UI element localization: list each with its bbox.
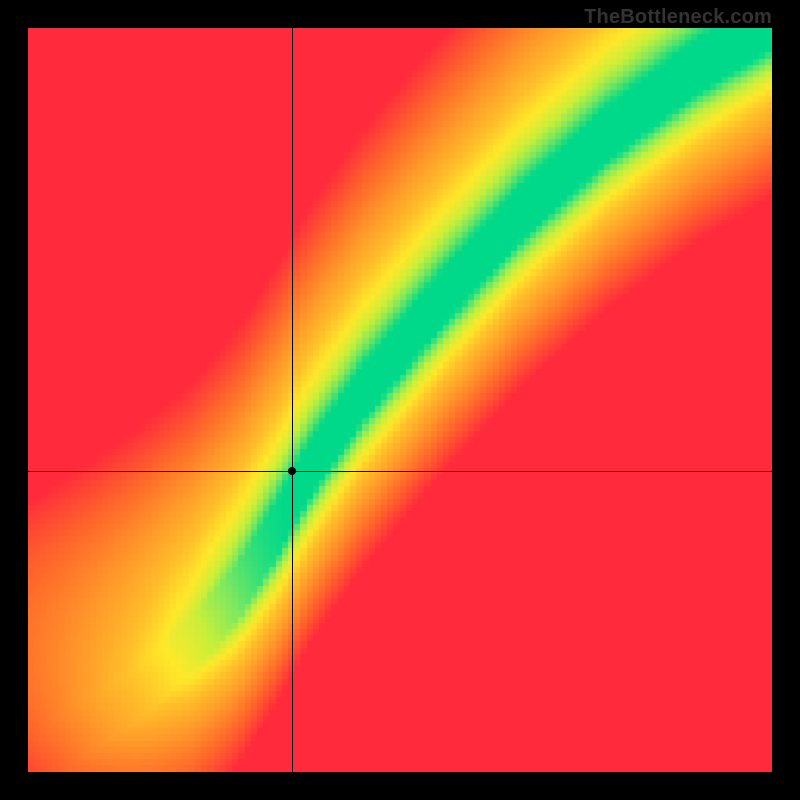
- heatmap-plot: [28, 28, 772, 772]
- crosshair-vertical: [292, 28, 293, 772]
- crosshair-horizontal: [28, 471, 772, 472]
- watermark-text: TheBottleneck.com: [584, 6, 772, 29]
- data-point-marker: [288, 467, 296, 475]
- heatmap-canvas: [28, 28, 772, 772]
